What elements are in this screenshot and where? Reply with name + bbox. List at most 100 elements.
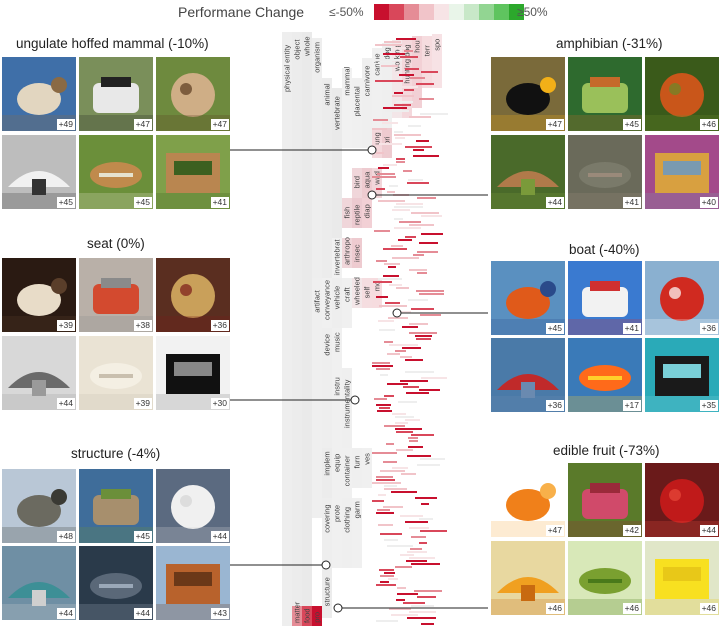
leaf-strip (387, 191, 395, 193)
tree-node-label: hunting dog (403, 44, 412, 83)
leaf-strip (384, 485, 397, 487)
tree-node-mammal (342, 68, 352, 148)
newt-leaf-photo[interactable]: +44 (491, 135, 565, 209)
score-badge: +43 (210, 608, 229, 619)
leaf-strip (395, 416, 414, 418)
leaf-strip (392, 209, 410, 211)
barn-photo[interactable]: +43 (156, 546, 230, 620)
antelope-photo[interactable]: +47 (156, 57, 230, 131)
leaf-strip (408, 437, 418, 439)
tree-node-label: craft (343, 286, 352, 302)
stool-photo[interactable]: +38 (79, 258, 153, 332)
leaf-strip (383, 53, 405, 55)
tree-node-label: carnivore (363, 66, 372, 97)
salamander-photo[interactable]: +47 (491, 57, 565, 131)
bench-photo[interactable]: +30 (156, 336, 230, 410)
leaf-strip (392, 95, 414, 97)
yurt-photo[interactable]: +44 (2, 546, 76, 620)
tree-node-label: mammal (343, 67, 352, 96)
score-badge: +44 (56, 608, 75, 619)
legend-color-scale (374, 4, 524, 20)
sofa-photo[interactable]: +39 (79, 336, 153, 410)
leaf-strip (409, 611, 436, 613)
lemon-photo[interactable]: +46 (645, 541, 719, 615)
gazelle-photo[interactable]: +45 (79, 135, 153, 209)
leaf-strip (395, 428, 422, 430)
orange-photo[interactable]: +47 (491, 463, 565, 537)
leaf-strip (378, 278, 402, 280)
leaf-strip (379, 407, 390, 409)
leaf-strip (400, 56, 418, 58)
speedboat-photo[interactable]: +41 (568, 261, 642, 335)
gondola-photo[interactable]: +35 (645, 338, 719, 412)
legend-swatch (419, 4, 434, 20)
tree-node-label: self (363, 286, 372, 299)
goat-photo[interactable]: +49 (2, 57, 76, 131)
leaf-strip (383, 164, 397, 166)
armchair-photo[interactable]: +44 (2, 336, 76, 410)
leaf-strip (380, 374, 388, 376)
leaf-strip (392, 413, 406, 415)
sailboat-photo[interactable]: +36 (491, 338, 565, 412)
tree-node-label: conveyance (323, 280, 332, 320)
fur-chair-photo[interactable]: +39 (2, 258, 76, 332)
leaf-strip (400, 380, 428, 382)
leaf-strip (409, 224, 434, 226)
score-badge: +40 (699, 197, 718, 208)
score-badge: +44 (699, 525, 718, 536)
tree-node-label: physical entity (283, 45, 292, 92)
tree-node-label: matter (293, 601, 302, 623)
legend-swatch (479, 4, 494, 20)
tree-node-reptile (352, 198, 362, 228)
leaf-strip (376, 476, 393, 478)
tree-node-label: clothing (343, 507, 352, 533)
leaf-strip (407, 617, 436, 619)
leaf-strip (398, 239, 412, 241)
zebra-photo[interactable]: +47 (79, 57, 153, 131)
leaf-strip (376, 152, 384, 154)
tree-node-prote (332, 498, 342, 568)
fireboat-photo[interactable]: +36 (645, 261, 719, 335)
leaf-strip (373, 119, 388, 121)
lizard-photo[interactable]: +40 (645, 135, 719, 209)
camel-photo[interactable]: +41 (156, 135, 230, 209)
tree-node-garm (352, 498, 362, 568)
legend-swatch (449, 4, 464, 20)
pomegranate-photo[interactable]: +44 (645, 463, 719, 537)
ram-photo[interactable]: +45 (2, 135, 76, 209)
frog-photo[interactable]: +45 (568, 57, 642, 131)
ornate-chair-photo[interactable]: +36 (156, 258, 230, 332)
legend-swatch (404, 4, 419, 20)
leaf-strip (376, 260, 387, 262)
tree-node-label: garm (353, 501, 362, 518)
score-badge: +44 (56, 398, 75, 409)
balustrade-photo[interactable]: +44 (156, 469, 230, 543)
leaf-strip (403, 170, 412, 172)
score-badge: +35 (699, 400, 718, 411)
plaque-photo[interactable]: +44 (79, 546, 153, 620)
tree-node-music (332, 328, 342, 368)
newt-photo[interactable]: +46 (645, 57, 719, 131)
leaf-strip (411, 563, 440, 565)
custard-apple-photo[interactable]: +46 (568, 541, 642, 615)
leaf-strip (379, 569, 394, 571)
papaya-photo[interactable]: +46 (491, 541, 565, 615)
garden-photo[interactable]: +45 (79, 469, 153, 543)
tree-node-clothing (342, 498, 352, 568)
leaf-strip (415, 497, 437, 499)
fig-photo[interactable]: +42 (568, 463, 642, 537)
tree-node-label: implem (323, 451, 332, 475)
leaf-strip (420, 113, 448, 115)
score-badge: +45 (56, 197, 75, 208)
leaf-strip (400, 356, 412, 358)
legend-swatch (494, 4, 509, 20)
lifeboat-photo[interactable]: +45 (491, 261, 565, 335)
toad-photo[interactable]: +41 (568, 135, 642, 209)
bridge-photo[interactable]: +48 (2, 469, 76, 543)
tree-node-label: device (323, 334, 332, 356)
kayak-photo[interactable]: +17 (568, 338, 642, 412)
leaf-strip (414, 590, 442, 592)
leaf-strip (421, 377, 447, 379)
leaf-strip (419, 293, 444, 295)
tree-node-carnivore (362, 58, 372, 148)
